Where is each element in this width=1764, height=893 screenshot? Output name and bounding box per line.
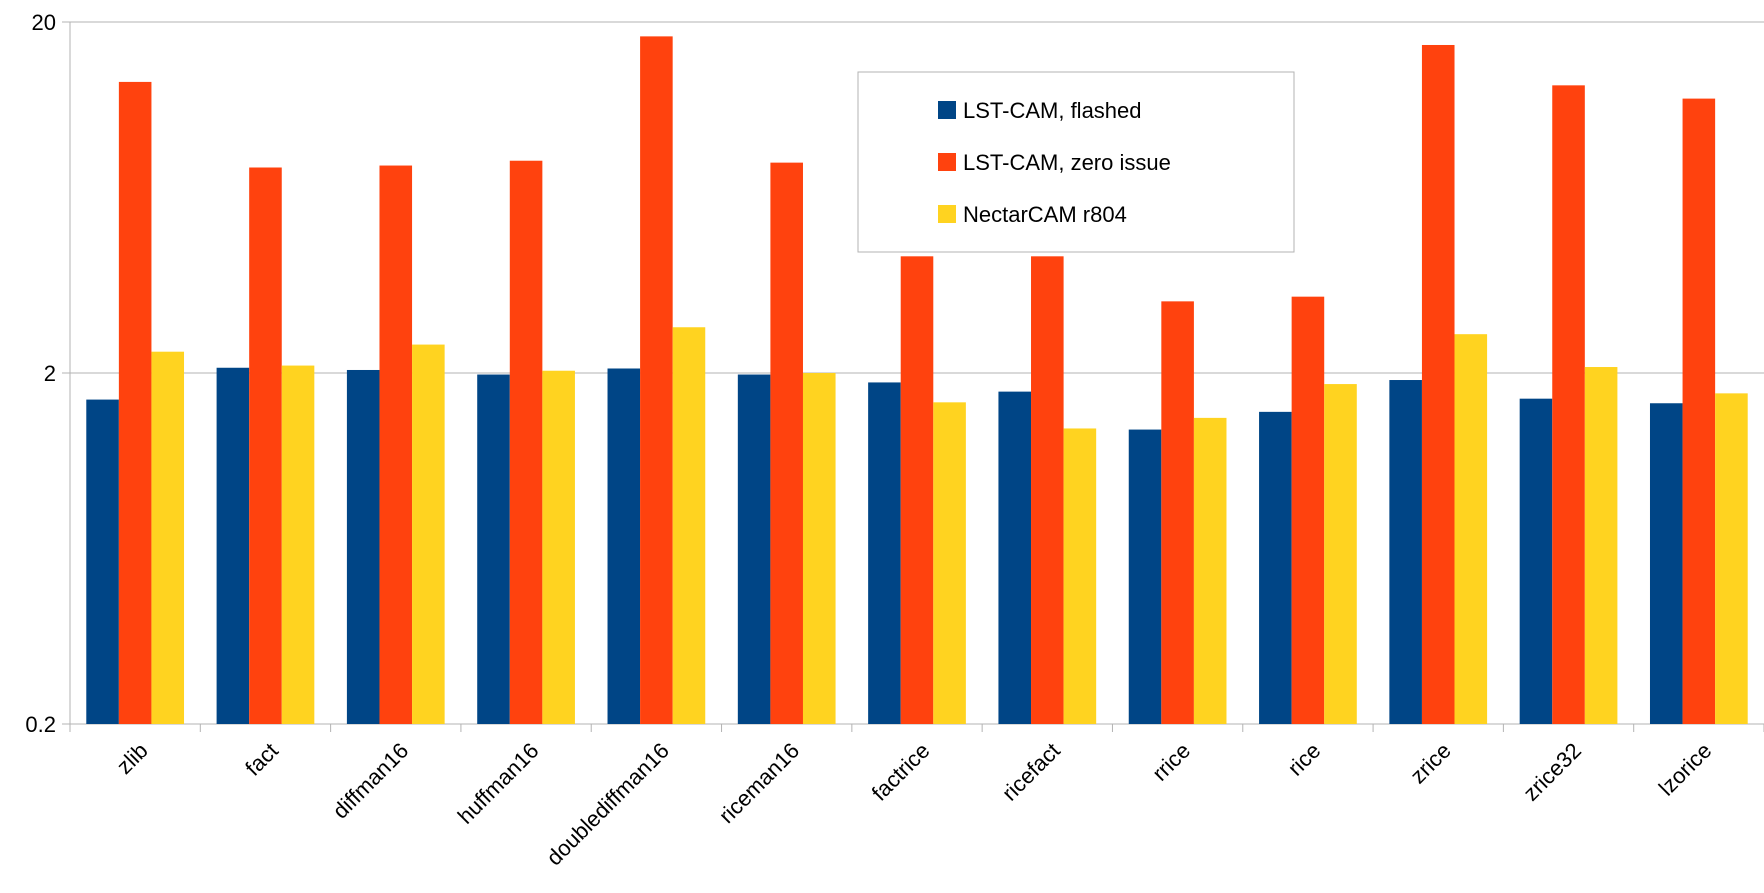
bar bbox=[412, 344, 445, 724]
bar bbox=[998, 391, 1032, 724]
bar bbox=[1291, 296, 1325, 724]
x-category-label: rice bbox=[1283, 738, 1326, 781]
bar bbox=[86, 399, 119, 724]
x-category-label: factrice bbox=[867, 738, 935, 806]
x-category-label: fact bbox=[240, 738, 283, 781]
bar bbox=[249, 167, 282, 724]
bar bbox=[1324, 384, 1357, 724]
x-category-labels: zlib fact diffman16 huffman16doublediffman1… bbox=[112, 738, 1717, 870]
bar bbox=[1454, 334, 1488, 724]
x-category-label: diffman16 bbox=[328, 738, 414, 824]
bar bbox=[216, 367, 250, 724]
bar bbox=[1519, 398, 1553, 724]
legend-swatch bbox=[938, 205, 956, 223]
legend-swatch bbox=[938, 101, 956, 119]
bars bbox=[86, 36, 1748, 725]
x-category-label: riceman16 bbox=[714, 738, 804, 828]
x-category-label: zrice32 bbox=[1518, 738, 1586, 806]
bar bbox=[1259, 411, 1292, 724]
bar bbox=[1649, 403, 1683, 724]
x-category-label: ricefact bbox=[997, 738, 1065, 806]
legend-swatch bbox=[938, 153, 956, 171]
bar bbox=[900, 256, 934, 724]
x-category-label: lzorice bbox=[1654, 738, 1717, 801]
bar bbox=[770, 162, 803, 724]
y-tick-labels: 0.2 2 20 bbox=[25, 10, 56, 737]
bar bbox=[1715, 393, 1748, 724]
y-tick-label: 2 bbox=[44, 361, 56, 386]
bar bbox=[151, 351, 185, 724]
bar bbox=[640, 36, 673, 725]
legend-box bbox=[857, 71, 1295, 253]
bar bbox=[1063, 428, 1097, 724]
bar bbox=[509, 160, 543, 724]
x-category-label: rrice bbox=[1147, 738, 1195, 786]
bar bbox=[1584, 367, 1618, 724]
x-category-label: doublediffman16 bbox=[541, 738, 673, 870]
x-category-label: zrice bbox=[1405, 738, 1456, 789]
bar bbox=[1389, 380, 1422, 724]
bar bbox=[542, 370, 575, 724]
bar bbox=[737, 374, 771, 724]
bar bbox=[1552, 85, 1585, 724]
y-tick-label: 0.2 bbox=[25, 712, 56, 737]
x-category-label: zlib bbox=[112, 738, 153, 779]
bar bbox=[933, 402, 966, 724]
bar bbox=[1128, 429, 1162, 724]
bar bbox=[868, 382, 901, 724]
bar bbox=[1682, 98, 1716, 724]
bar bbox=[672, 327, 706, 724]
legend: LST-CAM, flashed LST-CAM, zero issue Necta… bbox=[857, 71, 1295, 253]
bar bbox=[1193, 417, 1227, 724]
bar bbox=[1161, 301, 1194, 724]
bar bbox=[1421, 44, 1455, 725]
legend-label: LST-CAM, zero issue bbox=[963, 150, 1171, 175]
bar bbox=[346, 369, 380, 724]
bar bbox=[802, 373, 836, 724]
bar bbox=[1031, 256, 1064, 724]
legend-label: NectarCAM r804 bbox=[963, 202, 1127, 227]
bar bbox=[607, 368, 641, 724]
bar bbox=[379, 165, 413, 724]
bar bbox=[281, 365, 315, 724]
legend-label: LST-CAM, flashed bbox=[963, 98, 1142, 123]
bar bbox=[477, 374, 510, 724]
bar bbox=[118, 81, 152, 725]
x-category-label: huffman16 bbox=[453, 738, 544, 829]
y-tick-label: 20 bbox=[32, 10, 56, 35]
